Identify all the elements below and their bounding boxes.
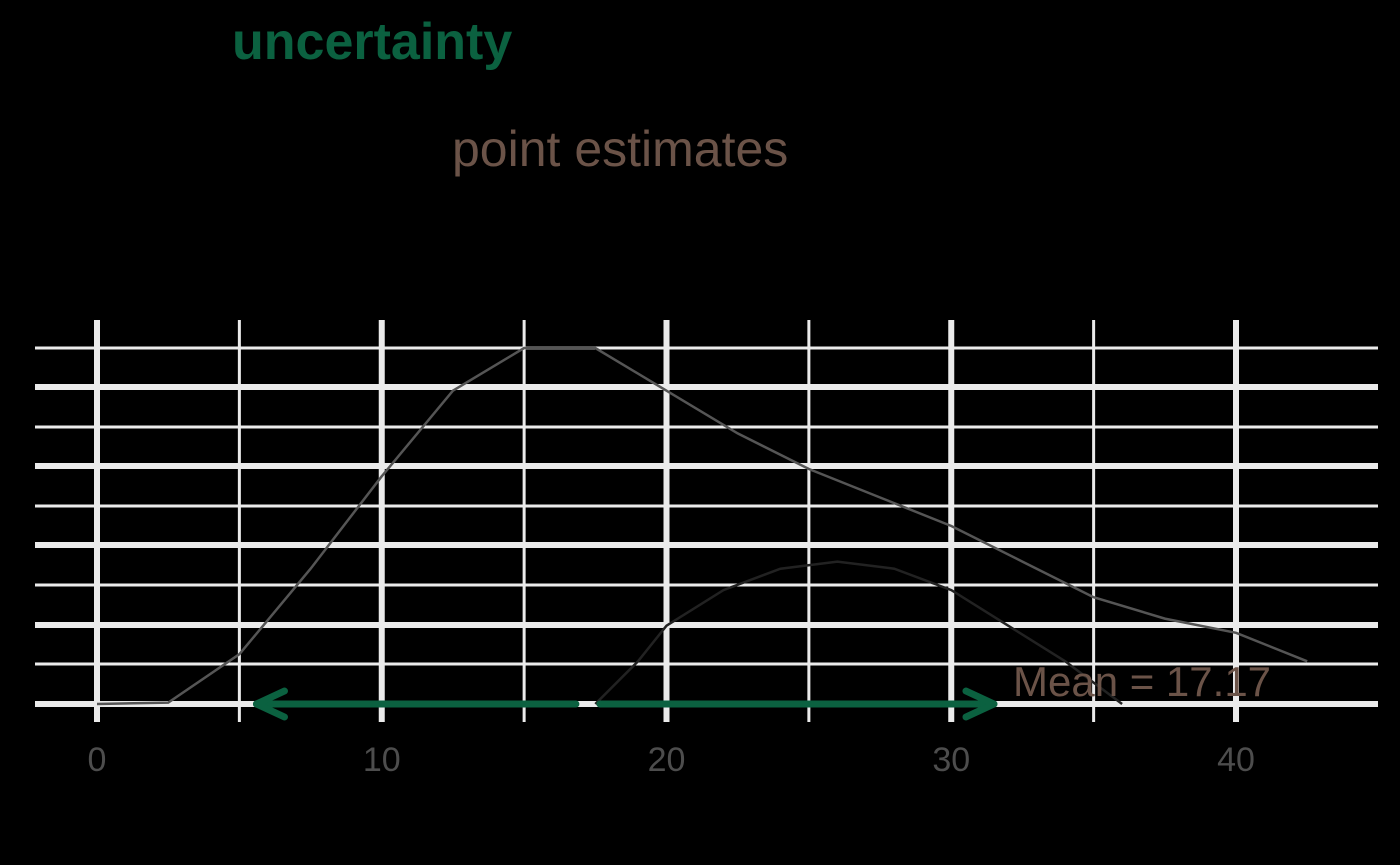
x-tick-label: 10 bbox=[363, 741, 401, 779]
grid bbox=[35, 320, 1378, 722]
uncertainty-interval bbox=[252, 687, 998, 721]
point-estimates-label: point estimates bbox=[452, 121, 789, 177]
uncertainty-label: uncertainty bbox=[232, 13, 513, 71]
x-tick-label: 40 bbox=[1217, 741, 1255, 779]
right-arrowhead-icon bbox=[962, 687, 998, 721]
x-tick-label: 0 bbox=[88, 741, 107, 779]
point-estimate-curve bbox=[594, 560, 1123, 705]
left-arrowhead-icon bbox=[252, 687, 288, 721]
x-tick-label: 30 bbox=[932, 741, 970, 779]
x-axis-ticks: 0 10 20 30 40 bbox=[88, 741, 1255, 779]
mean-label: Mean = 17.17 bbox=[1013, 658, 1271, 705]
x-tick-label: 20 bbox=[648, 741, 686, 779]
density-curves bbox=[96, 346, 1308, 706]
density bbox=[96, 346, 1308, 706]
